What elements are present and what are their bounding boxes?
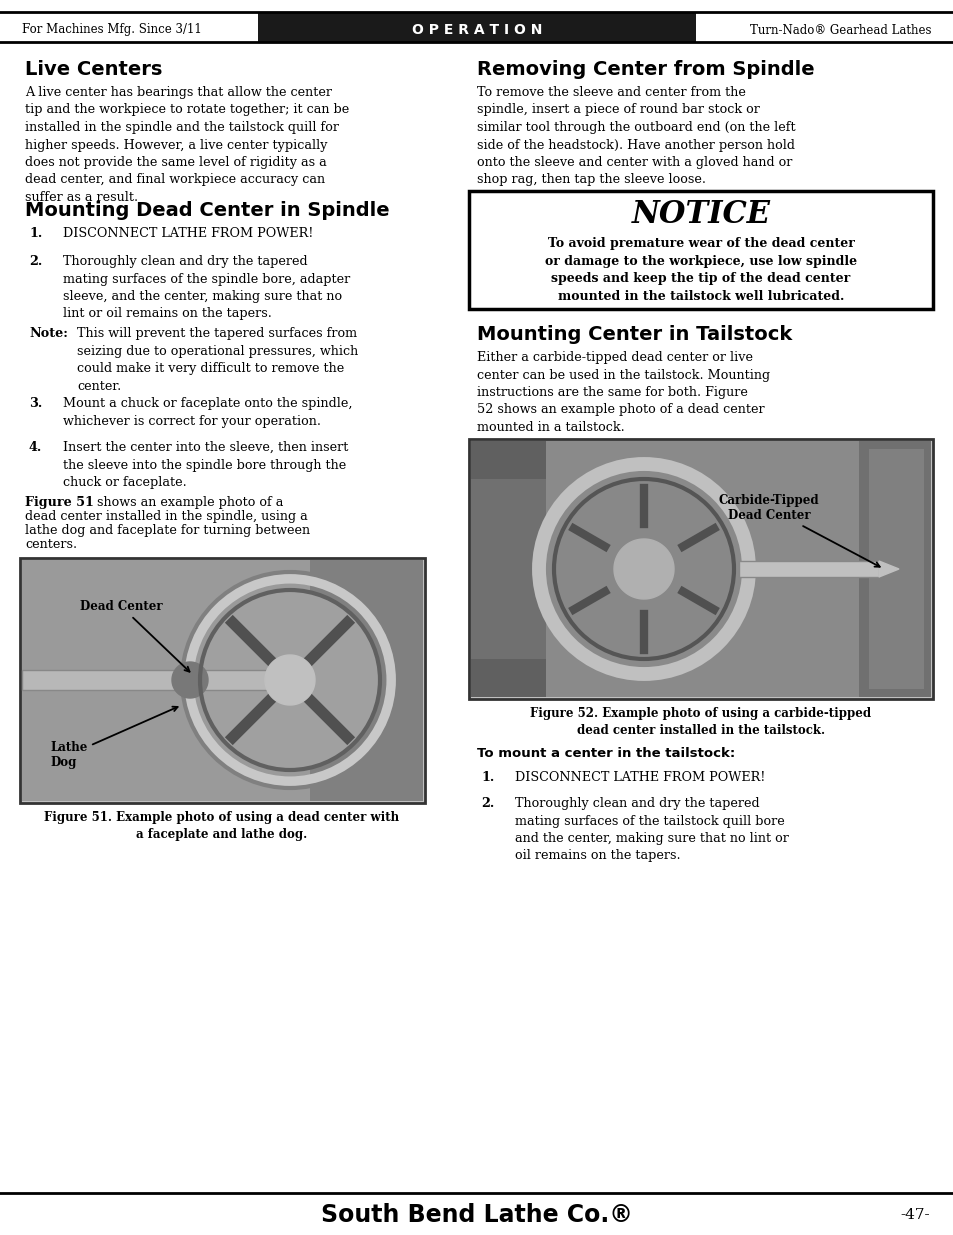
Text: 2.: 2. <box>29 254 42 268</box>
Text: DISCONNECT LATHE FROM POWER!: DISCONNECT LATHE FROM POWER! <box>515 771 764 784</box>
Text: Figure 51. Example photo of using a dead center with
a faceplate and lathe dog.: Figure 51. Example photo of using a dead… <box>45 811 399 841</box>
Bar <box>22 671 282 690</box>
Bar <box>471 441 930 697</box>
Text: This will prevent the tapered surfaces from
seizing due to operational pressures: This will prevent the tapered surfaces f… <box>77 327 358 393</box>
Bar <box>469 438 932 699</box>
Text: Mounting Center in Tailstock: Mounting Center in Tailstock <box>476 325 791 345</box>
Text: shows an example photo of a: shows an example photo of a <box>92 496 283 509</box>
Text: 2.: 2. <box>480 797 494 810</box>
Text: Mounting Dead Center in Spindle: Mounting Dead Center in Spindle <box>25 201 389 220</box>
Polygon shape <box>614 538 673 599</box>
Text: Either a carbide-tipped dead center or live
center can be used in the tailstock.: Either a carbide-tipped dead center or l… <box>476 351 769 433</box>
Text: A live center has bearings that allow the center
tip and the workpiece to rotate: A live center has bearings that allow th… <box>25 86 349 204</box>
Bar <box>0 12 953 42</box>
Polygon shape <box>878 561 898 577</box>
Text: lathe dog and faceplate for turning between: lathe dog and faceplate for turning betw… <box>25 524 310 537</box>
Bar <box>20 558 424 803</box>
Text: For Machines Mfg. Since 3/11: For Machines Mfg. Since 3/11 <box>22 23 201 37</box>
Text: Mount a chuck or faceplate onto the spindle,
whichever is correct for your opera: Mount a chuck or faceplate onto the spin… <box>63 396 352 427</box>
Text: Carbide-Tipped
Dead Center: Carbide-Tipped Dead Center <box>718 494 879 567</box>
Text: 3.: 3. <box>29 396 42 410</box>
Text: To remove the sleeve and center from the
spindle, insert a piece of round bar st: To remove the sleeve and center from the… <box>476 86 795 186</box>
Bar <box>310 559 422 802</box>
Text: centers.: centers. <box>25 538 77 551</box>
Polygon shape <box>172 662 208 698</box>
Text: -47-: -47- <box>900 1208 929 1221</box>
Text: Turn-Nado® Gearhead Lathes: Turn-Nado® Gearhead Lathes <box>750 23 931 37</box>
Bar <box>858 441 930 697</box>
Text: DISCONNECT LATHE FROM POWER!: DISCONNECT LATHE FROM POWER! <box>63 227 313 240</box>
Text: Figure 51: Figure 51 <box>25 496 93 509</box>
Bar <box>257 12 696 42</box>
Bar <box>868 450 923 689</box>
Text: Dead Center: Dead Center <box>80 600 190 672</box>
Text: NOTICE: NOTICE <box>631 199 770 230</box>
Bar <box>471 441 545 697</box>
Text: Thoroughly clean and dry the tapered
mating surfaces of the spindle bore, adapte: Thoroughly clean and dry the tapered mat… <box>63 254 350 321</box>
Text: Live Centers: Live Centers <box>25 61 162 79</box>
Text: Thoroughly clean and dry the tapered
mating surfaces of the tailstock quill bore: Thoroughly clean and dry the tapered mat… <box>515 797 788 862</box>
Text: O P E R A T I O N: O P E R A T I O N <box>412 23 541 37</box>
Text: Insert the center into the sleeve, then insert
the sleeve into the spindle bore : Insert the center into the sleeve, then … <box>63 441 348 489</box>
Bar <box>739 561 878 577</box>
Text: 1.: 1. <box>480 771 494 784</box>
Text: South Bend Lathe Co.®: South Bend Lathe Co.® <box>321 1203 632 1228</box>
Bar <box>22 559 422 802</box>
Bar <box>310 559 422 802</box>
Polygon shape <box>200 590 379 769</box>
Text: To mount a center in the tailstock:: To mount a center in the tailstock: <box>476 747 735 760</box>
Polygon shape <box>554 479 733 659</box>
Text: To avoid premature wear of the dead center
or damage to the workpiece, use low s: To avoid premature wear of the dead cent… <box>544 237 856 303</box>
Text: 1.: 1. <box>29 227 42 240</box>
Text: Lathe
Dog: Lathe Dog <box>50 706 177 769</box>
Text: Figure 52. Example photo of using a carbide-tipped
dead center installed in the : Figure 52. Example photo of using a carb… <box>530 706 871 737</box>
Text: Note:: Note: <box>29 327 68 340</box>
Text: Removing Center from Spindle: Removing Center from Spindle <box>476 61 814 79</box>
Text: dead center installed in the spindle, using a: dead center installed in the spindle, us… <box>25 510 308 522</box>
Bar <box>469 191 932 309</box>
Text: 4.: 4. <box>29 441 42 454</box>
Polygon shape <box>265 655 314 705</box>
Bar <box>471 479 545 659</box>
